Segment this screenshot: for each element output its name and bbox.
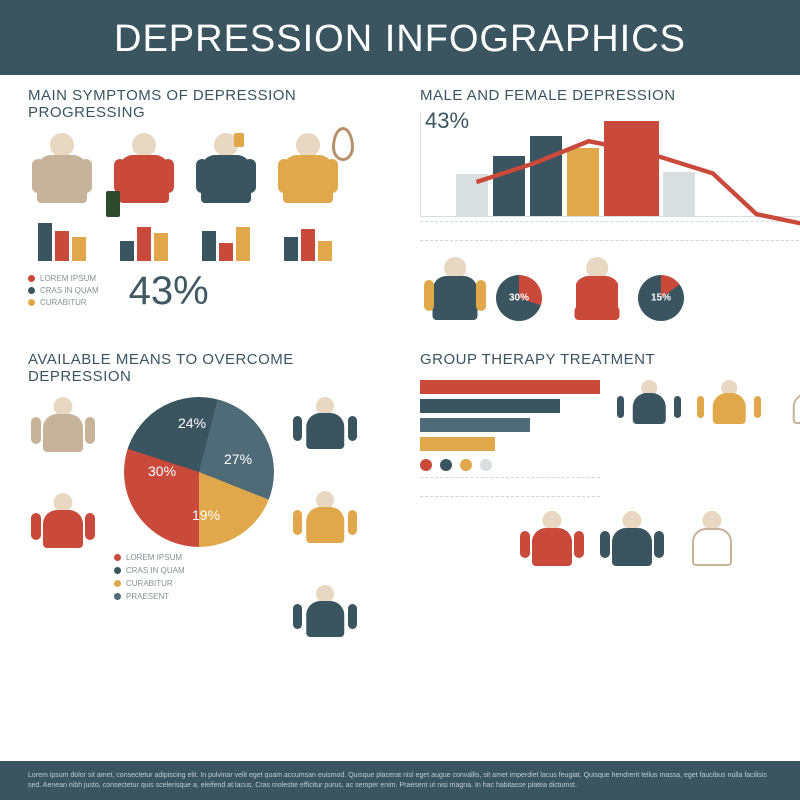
mini-pie: 30% [496,275,542,321]
minibar-set [274,223,342,261]
symptoms-minibars [28,223,400,261]
legend-item: PRAESENT [114,592,284,601]
chart-bar [493,156,525,216]
gender-bar-chart: 43% [420,112,800,217]
page-title: DEPRESSION INFOGRAPHICS [0,18,800,61]
pie-slice-label: 24% [178,415,206,431]
minibar-set [110,223,178,261]
placeholder-text-lines [420,221,800,241]
therapy-hbar [420,418,530,432]
symptoms-big-pct: 43% [129,269,209,314]
person-illustration [677,507,747,597]
therapy-dots [420,459,600,471]
symptoms-section: MAIN SYMPTOMS OF DEPRESSION PROGRESSING … [28,87,400,343]
therapy-dot [420,459,432,471]
gender-title: MALE AND FEMALE DEPRESSION [420,87,800,104]
symptoms-people-row [28,129,400,217]
person-illustration [290,581,360,671]
therapy-dot [480,459,492,471]
therapy-section: GROUP THERAPY TREATMENT [420,351,800,675]
overcome-section: AVAILABLE MEANS TO OVERCOME DEPRESSION 3… [28,351,400,675]
legend-item: CRAS IN QUAM [28,286,99,295]
therapy-hbars [420,380,600,451]
therapy-hbar [420,399,560,413]
gender-section: MALE AND FEMALE DEPRESSION 43% 30% 15% [420,87,800,343]
therapy-dot [460,459,472,471]
overcome-title: AVAILABLE MEANS TO OVERCOME DEPRESSION [28,351,400,385]
mini-pie: 15% [638,275,684,321]
pie-slice-label: 27% [224,451,252,467]
person-illustration [517,507,587,597]
footer-text: Lorem ipsum dolor sit amet, consectetur … [28,771,772,790]
pie-slice-label: 30% [148,463,176,479]
placeholder-text-lines [420,477,600,497]
person-illustration [420,253,490,343]
page-footer: Lorem ipsum dolor sit amet, consectetur … [0,761,800,800]
overcome-pie-chart: 30% 24% 27% 19% [124,397,274,547]
overcome-people-left [28,393,108,675]
overcome-people-right [290,393,400,675]
person-illustration [614,376,684,466]
person-illustration [110,129,178,217]
person-illustration [597,507,667,597]
overcome-legend: LOREM IPSUM CRAS IN QUAM CURABITUR PRAESENT [114,553,284,601]
minibar-set [28,223,96,261]
therapy-dot [440,459,452,471]
minibar-set [192,223,260,261]
therapy-hbar [420,380,600,394]
symptoms-legend: LOREM IPSUM CRAS IN QUAM CURABITUR 43% [28,269,400,314]
therapy-people-bottom [420,507,800,597]
pie-slice-label: 19% [192,507,220,523]
chart-bar [530,136,562,216]
legend-item: LOREM IPSUM [114,553,284,562]
therapy-hbar [420,437,495,451]
gender-people-row: 30% 15% [420,253,800,343]
legend-item: CRAS IN QUAM [114,566,284,575]
gender-big-pct: 43% [425,108,469,134]
person-illustration [290,393,360,483]
person-illustration [192,129,260,217]
person-illustration [562,253,632,343]
chart-bar [604,121,659,216]
chart-bar [663,172,695,216]
person-illustration [28,129,96,217]
person-illustration [774,376,800,466]
legend-item: CURABITUR [114,579,284,588]
person-illustration [28,393,98,483]
legend-item: CURABITUR [28,298,99,307]
therapy-people-top [614,376,800,497]
person-illustration [28,489,98,579]
therapy-title: GROUP THERAPY TREATMENT [420,351,800,368]
legend-item: LOREM IPSUM [28,274,99,283]
chart-bar [456,174,488,216]
person-illustration [290,487,360,577]
person-illustration [274,129,342,217]
symptoms-title: MAIN SYMPTOMS OF DEPRESSION PROGRESSING [28,87,400,121]
page-header: DEPRESSION INFOGRAPHICS [0,0,800,75]
chart-bar [567,148,599,216]
person-illustration [694,376,764,466]
